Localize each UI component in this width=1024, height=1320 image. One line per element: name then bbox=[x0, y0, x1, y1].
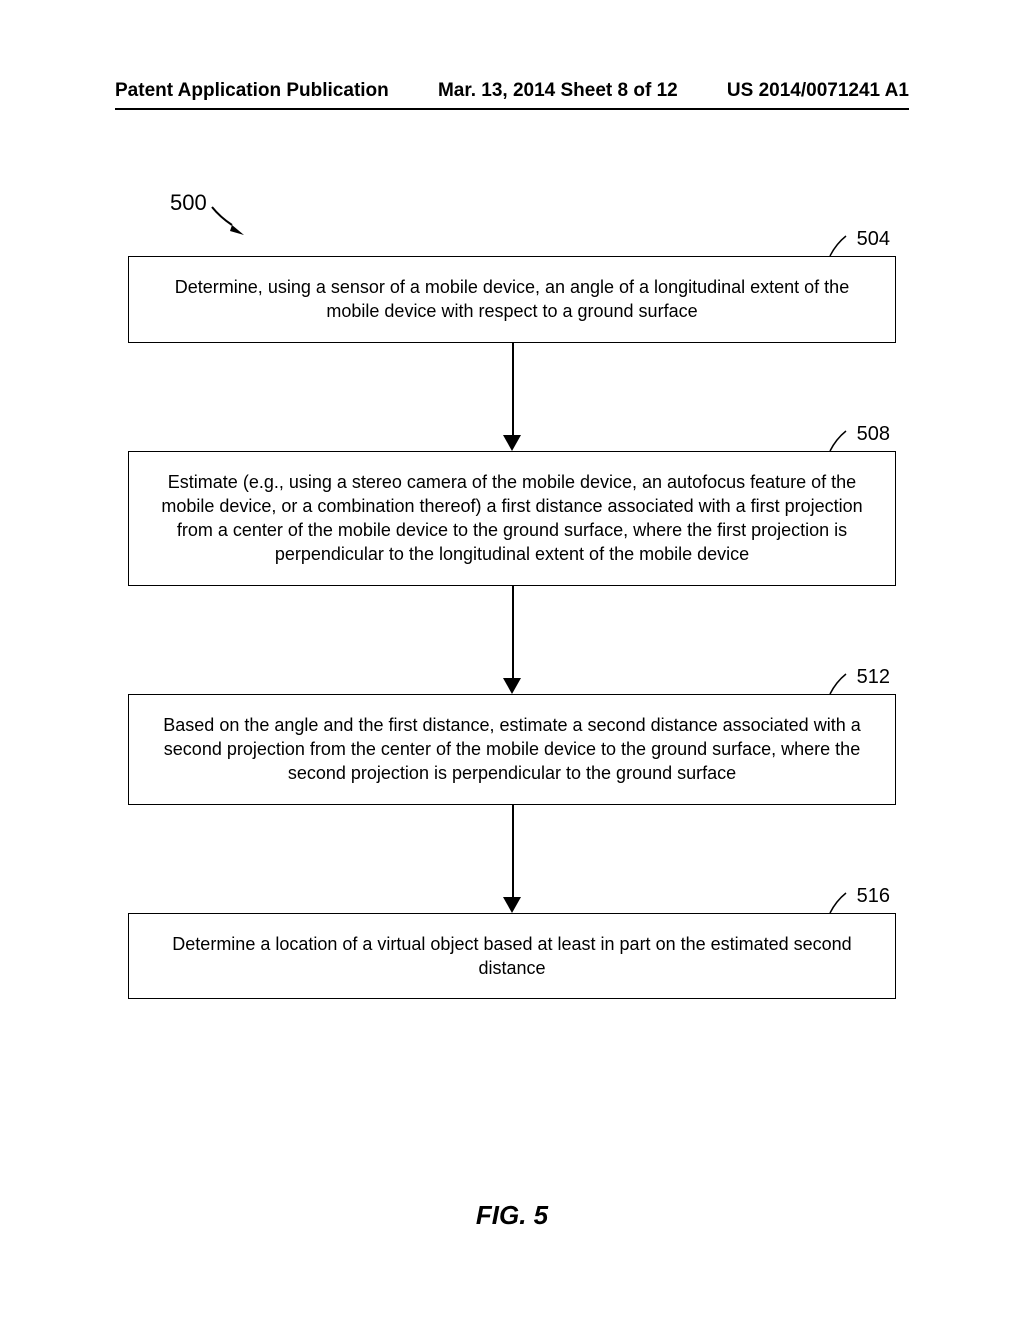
flow-connector bbox=[128, 343, 896, 451]
arrow-down-icon bbox=[503, 435, 521, 451]
flow-connector bbox=[128, 586, 896, 694]
flow-step: 508 Estimate (e.g., using a stereo camer… bbox=[128, 451, 896, 586]
flow-step: 504 Determine, using a sensor of a mobil… bbox=[128, 256, 896, 343]
diagram-ref-number: 500 bbox=[170, 190, 207, 216]
flow-step: 512 Based on the angle and the first dis… bbox=[128, 694, 896, 805]
arrow-down-icon bbox=[503, 897, 521, 913]
step-ref: 508 bbox=[857, 423, 890, 446]
flowchart: 504 Determine, using a sensor of a mobil… bbox=[128, 256, 896, 999]
diagram-ref-arrow-icon bbox=[210, 205, 252, 243]
step-ref: 504 bbox=[857, 228, 890, 251]
arrow-down-icon bbox=[503, 678, 521, 694]
header-center: Mar. 13, 2014 Sheet 8 of 12 bbox=[438, 80, 678, 102]
step-box: Estimate (e.g., using a stereo camera of… bbox=[128, 451, 896, 586]
header-left: Patent Application Publication bbox=[115, 80, 389, 102]
connector-line bbox=[512, 586, 514, 680]
step-box: Determine a location of a virtual object… bbox=[128, 913, 896, 1000]
header-right: US 2014/0071241 A1 bbox=[727, 80, 909, 102]
ref-hook-icon bbox=[828, 891, 848, 915]
ref-hook-icon bbox=[828, 234, 848, 258]
step-box: Based on the angle and the first distanc… bbox=[128, 694, 896, 805]
connector-line bbox=[512, 343, 514, 437]
connector-line bbox=[512, 805, 514, 899]
flow-connector bbox=[128, 805, 896, 913]
step-ref: 512 bbox=[857, 666, 890, 689]
ref-hook-icon bbox=[828, 429, 848, 453]
page-header: Patent Application Publication Mar. 13, … bbox=[0, 80, 1024, 102]
step-ref: 516 bbox=[857, 885, 890, 908]
flow-step: 516 Determine a location of a virtual ob… bbox=[128, 913, 896, 1000]
header-rule bbox=[115, 108, 909, 110]
step-box: Determine, using a sensor of a mobile de… bbox=[128, 256, 896, 343]
figure-caption: FIG. 5 bbox=[0, 1200, 1024, 1231]
ref-hook-icon bbox=[828, 672, 848, 696]
